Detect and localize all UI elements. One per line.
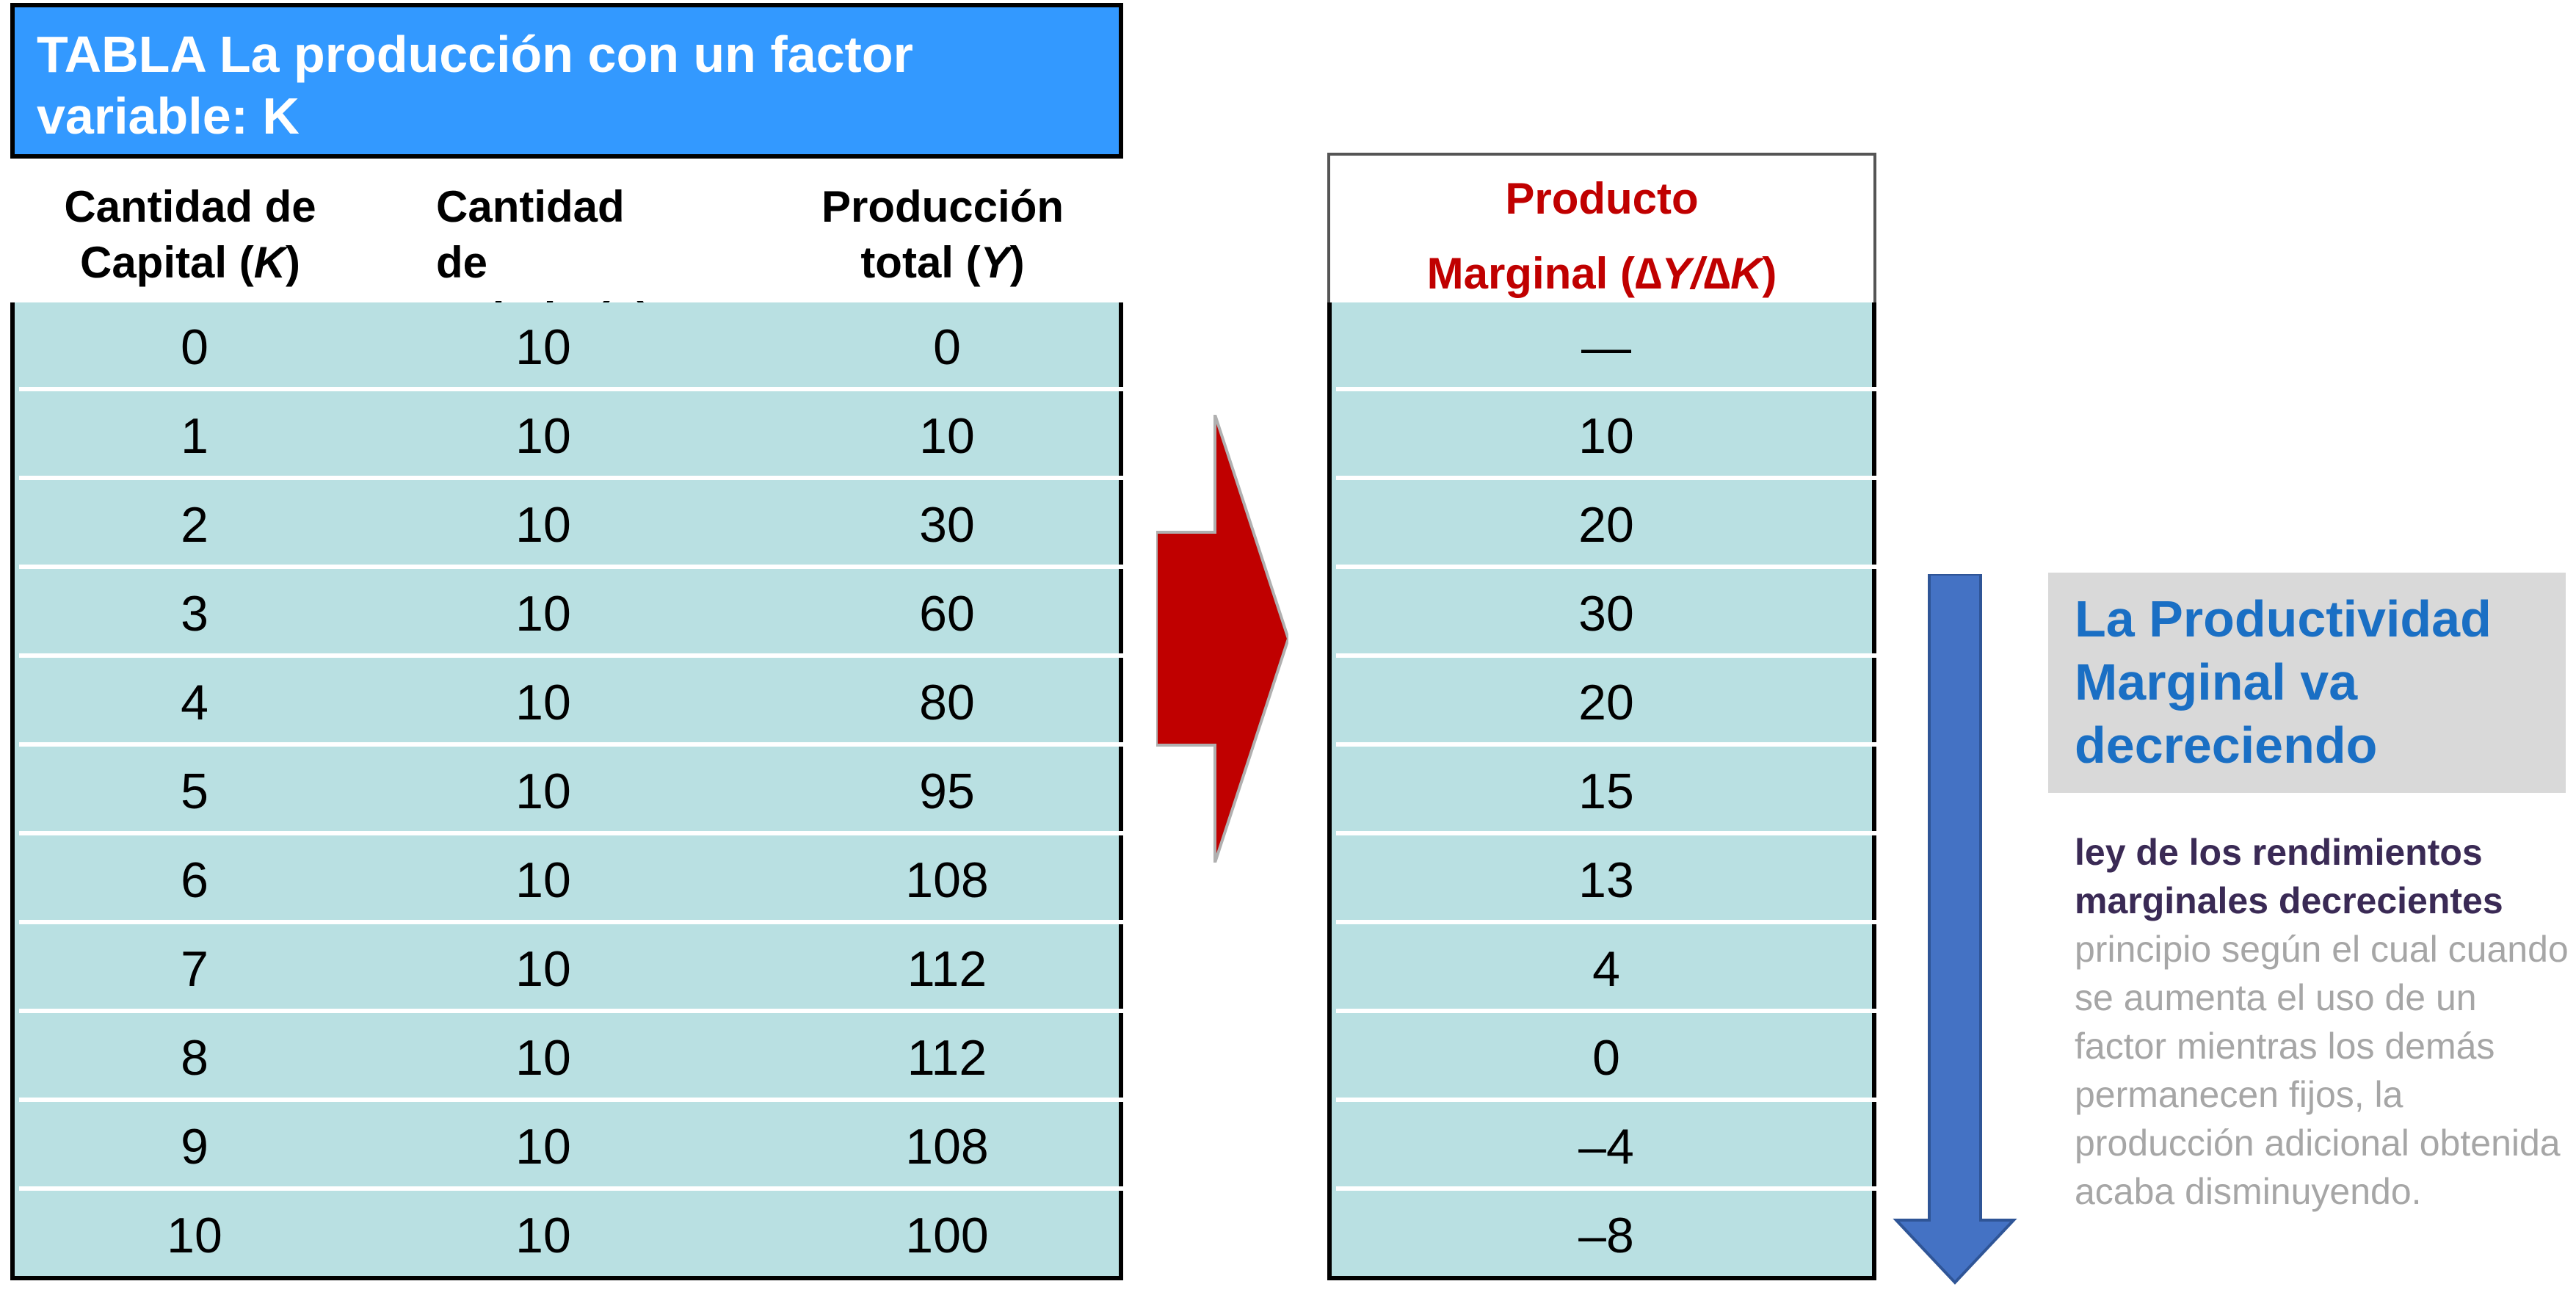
row-divider bbox=[19, 387, 1123, 391]
cell-capital: 0 bbox=[181, 319, 208, 375]
cell-labor: 10 bbox=[515, 1118, 571, 1175]
cell-labor: 10 bbox=[515, 585, 571, 642]
cell-output: 112 bbox=[907, 940, 987, 997]
cell-output: 60 bbox=[919, 585, 975, 642]
cell-output: 108 bbox=[905, 1118, 989, 1175]
row-divider bbox=[19, 1186, 1123, 1191]
header-labor: Cantidad de trabajo (L) bbox=[436, 159, 671, 343]
cell-output: 30 bbox=[919, 496, 975, 553]
right-arrow-icon bbox=[1156, 415, 1288, 863]
cell-marginal: –8 bbox=[1578, 1207, 1634, 1263]
cell-marginal: 20 bbox=[1578, 674, 1634, 730]
cell-labor: 10 bbox=[515, 407, 571, 464]
row-divider bbox=[19, 1009, 1123, 1013]
cell-output: 100 bbox=[905, 1207, 989, 1263]
cell-capital: 9 bbox=[181, 1118, 208, 1175]
cell-labor: 10 bbox=[515, 319, 571, 375]
cell-labor: 10 bbox=[515, 852, 571, 908]
cell-marginal: 13 bbox=[1578, 852, 1634, 908]
row-divider bbox=[1336, 387, 1876, 391]
cell-output: 95 bbox=[919, 763, 975, 819]
marginal-product-table: Producto Marginal (∆Y/∆K) — 10 20 30 20 15 13 4… bbox=[1327, 153, 1876, 1280]
cell-marginal: 20 bbox=[1578, 496, 1634, 553]
cell-labor: 10 bbox=[515, 496, 571, 553]
cell-marginal: 4 bbox=[1592, 940, 1620, 997]
law-term: ley de los rendimientos marginales decre… bbox=[2075, 832, 2503, 921]
row-divider bbox=[1336, 742, 1876, 747]
cell-labor: 10 bbox=[515, 1207, 571, 1263]
row-divider bbox=[19, 476, 1123, 480]
table-body: 0 10 0 1 10 10 2 10 30 3 10 60 4 10 80 5 10 95 6 10 108 7 10 11… bbox=[10, 302, 1123, 1280]
cell-output: 108 bbox=[905, 852, 989, 908]
cell-marginal: 30 bbox=[1578, 585, 1634, 642]
row-divider bbox=[1336, 1009, 1876, 1013]
row-divider bbox=[19, 831, 1123, 835]
row-divider bbox=[19, 653, 1123, 658]
cell-capital: 5 bbox=[181, 763, 208, 819]
cell-labor: 10 bbox=[515, 940, 571, 997]
row-divider bbox=[1336, 565, 1876, 569]
row-divider bbox=[1336, 653, 1876, 658]
row-divider bbox=[19, 742, 1123, 747]
row-divider bbox=[19, 1098, 1123, 1102]
cell-output: 10 bbox=[919, 407, 975, 464]
cell-marginal: 15 bbox=[1578, 763, 1634, 819]
cell-capital: 6 bbox=[181, 852, 208, 908]
row-divider bbox=[19, 565, 1123, 569]
marginal-header: Producto Marginal (∆Y/∆K) bbox=[1327, 153, 1876, 302]
cell-capital: 1 bbox=[181, 407, 208, 464]
cell-output: 0 bbox=[933, 319, 961, 375]
marginal-body: — 10 20 30 20 15 13 4 0 –4 –8 bbox=[1327, 302, 1876, 1280]
callout-box: La Productividad Marginal va decreciendo bbox=[2048, 573, 2566, 793]
row-divider bbox=[1336, 920, 1876, 924]
cell-marginal: –4 bbox=[1578, 1118, 1634, 1175]
cell-capital: 2 bbox=[181, 496, 208, 553]
cell-marginal: 10 bbox=[1578, 407, 1634, 464]
down-arrow-icon bbox=[1893, 574, 2017, 1285]
cell-capital: 7 bbox=[181, 940, 208, 997]
row-divider bbox=[19, 920, 1123, 924]
header-capital: Cantidad de Capital (K) bbox=[54, 159, 326, 302]
cell-marginal: — bbox=[1581, 319, 1631, 375]
cell-labor: 10 bbox=[515, 674, 571, 730]
production-table: TABLA La producción con un factor variab… bbox=[10, 3, 1123, 1280]
law-definition: principio según el cual cuando se aument… bbox=[2075, 929, 2569, 1212]
cell-capital: 8 bbox=[181, 1029, 208, 1086]
cell-capital: 3 bbox=[181, 585, 208, 642]
cell-output: 112 bbox=[907, 1029, 987, 1086]
table-title: TABLA La producción con un factor variab… bbox=[10, 3, 1123, 159]
cell-capital: 10 bbox=[167, 1207, 222, 1263]
cell-labor: 10 bbox=[515, 763, 571, 819]
cell-capital: 4 bbox=[181, 674, 208, 730]
cell-output: 80 bbox=[919, 674, 975, 730]
cell-marginal: 0 bbox=[1592, 1029, 1620, 1086]
cell-labor: 10 bbox=[515, 1029, 571, 1086]
row-divider bbox=[1336, 476, 1876, 480]
row-divider bbox=[1336, 1098, 1876, 1102]
row-divider bbox=[1336, 1186, 1876, 1191]
header-output: Producción total (Y) bbox=[803, 159, 1082, 302]
row-divider bbox=[1336, 831, 1876, 835]
